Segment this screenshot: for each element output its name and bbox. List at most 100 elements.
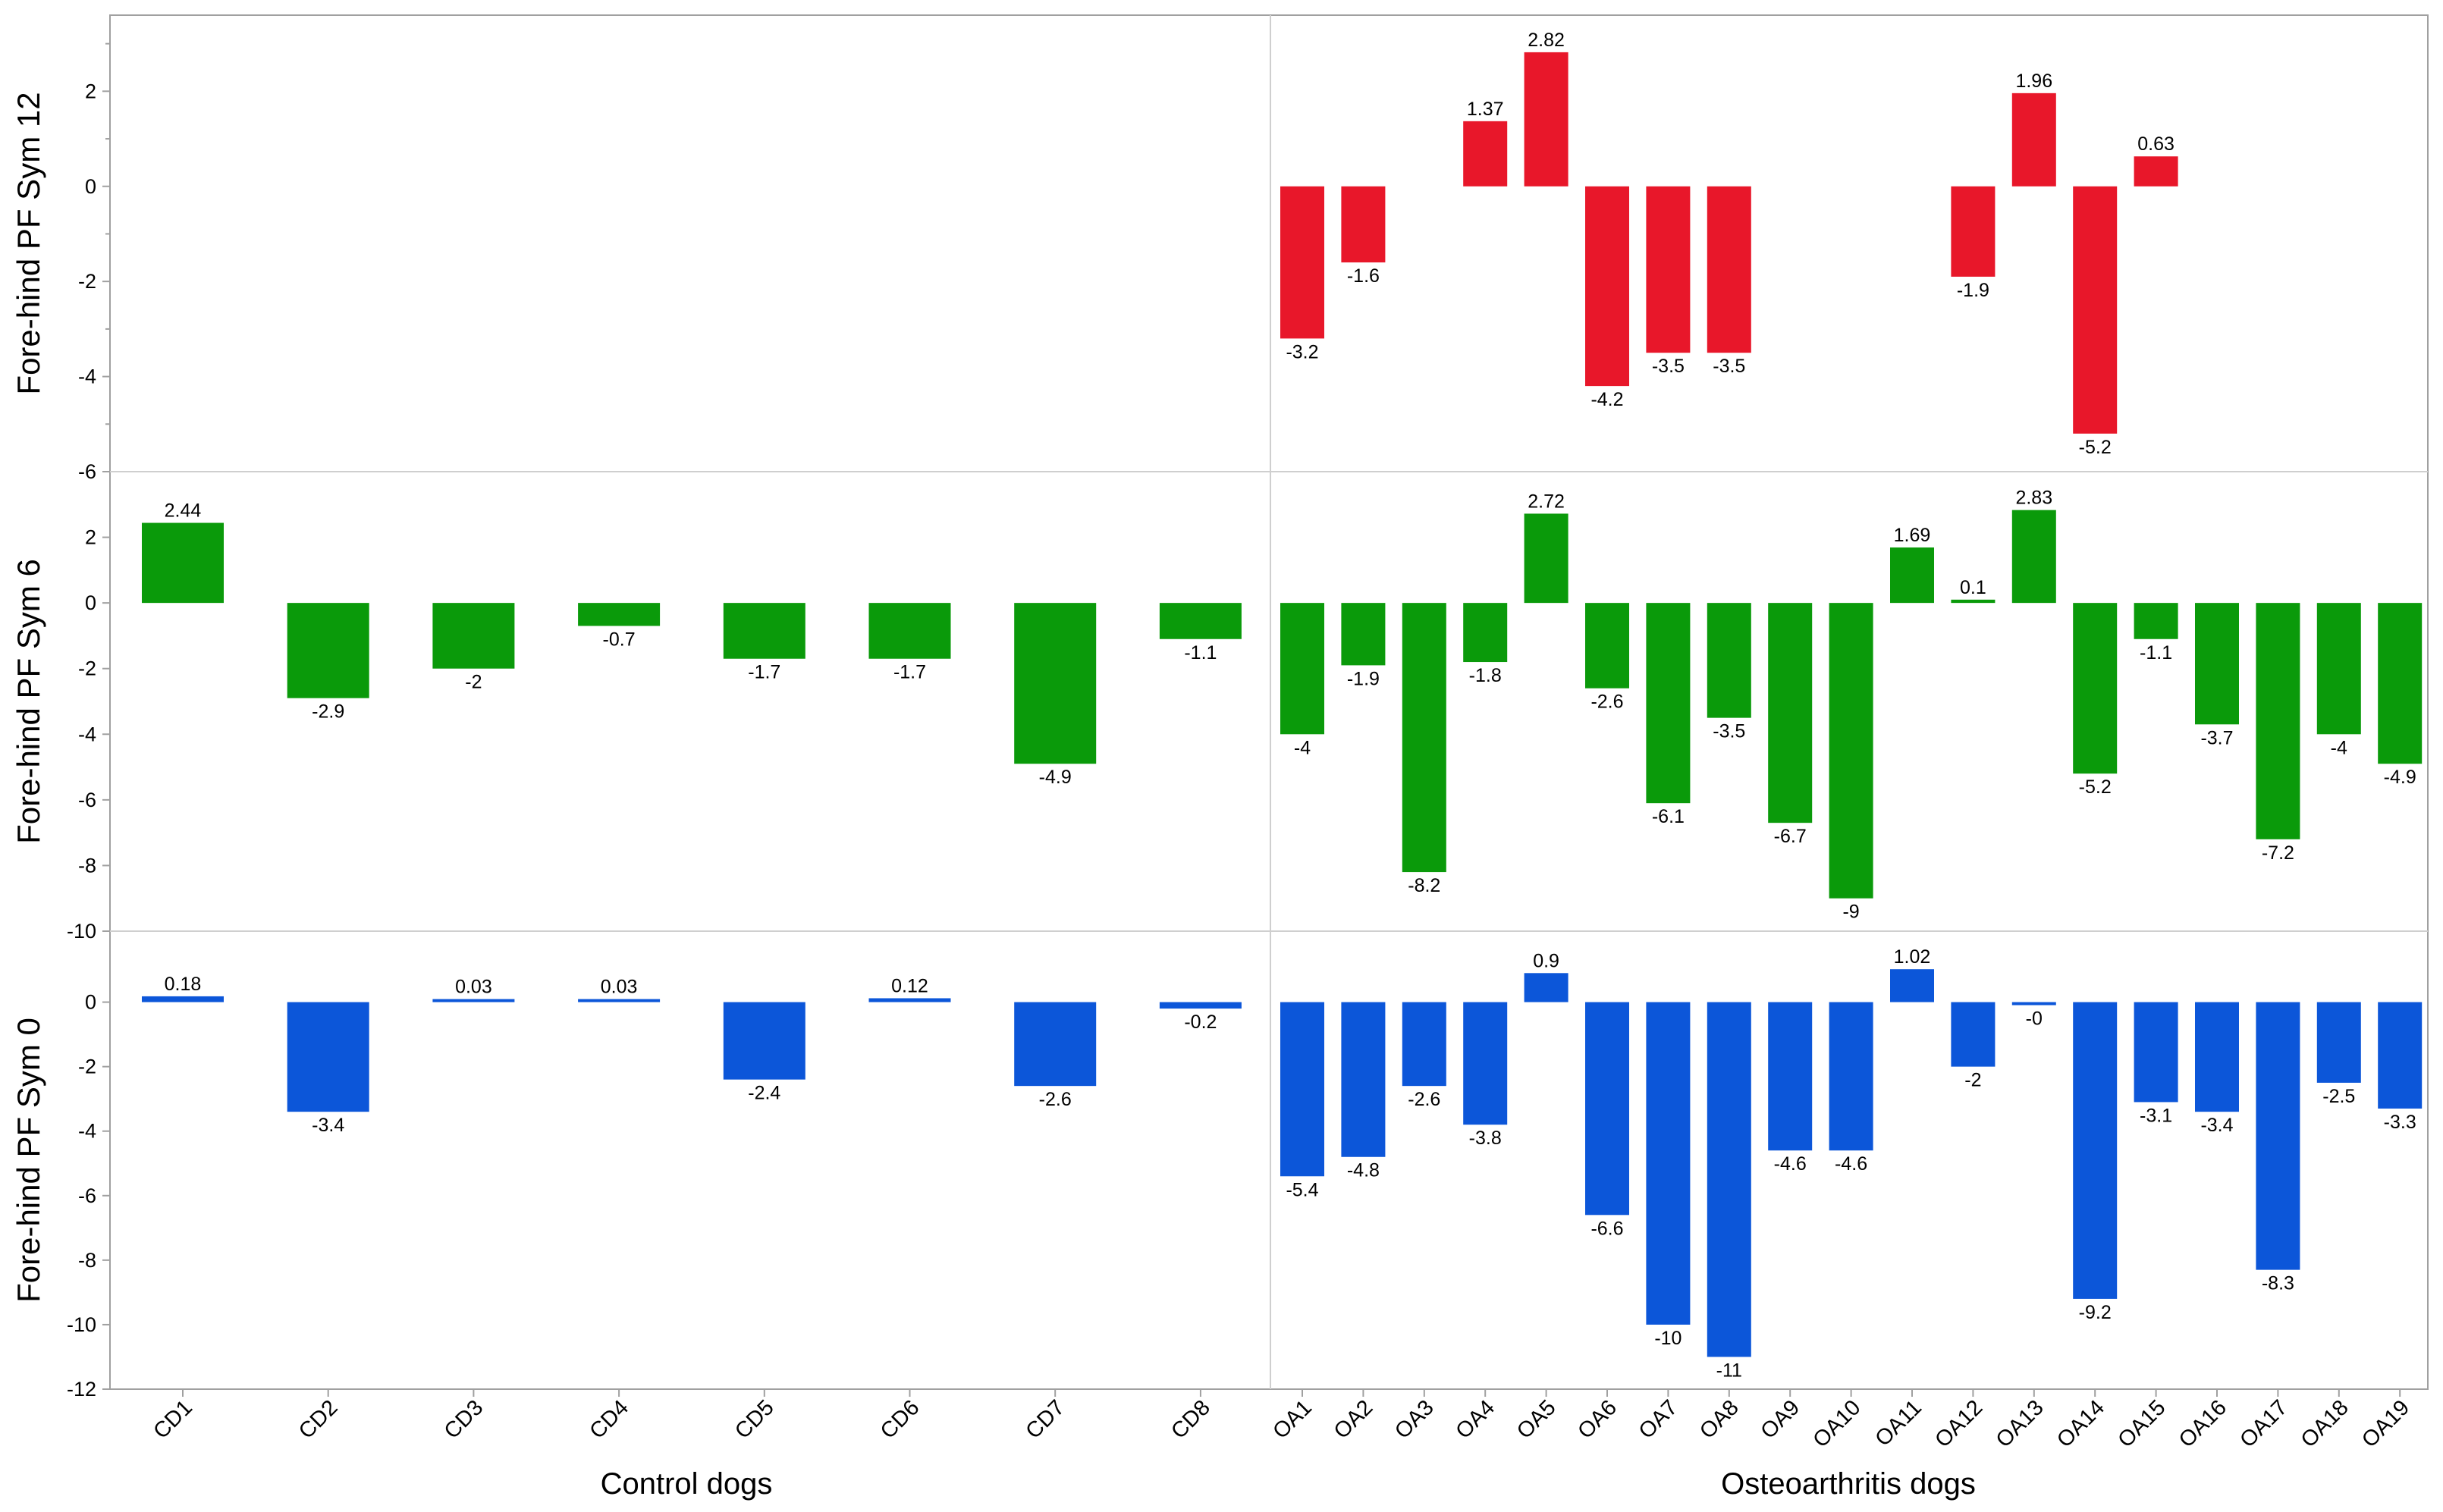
bar-sym12-OA5: [1524, 52, 1568, 187]
y-tick-label: -10: [67, 920, 96, 943]
bar-sym6-CD4: [578, 603, 661, 626]
x-tick-label-OA12: OA12: [1930, 1395, 1987, 1452]
bar-sym0-CD8: [1159, 1002, 1242, 1009]
bar-sym6-OA2: [1341, 603, 1386, 666]
bar-sym6-OA1: [1280, 603, 1324, 735]
x-tick-label-OA3: OA3: [1390, 1395, 1439, 1444]
data-label-sym12-OA4: 1.37: [1467, 99, 1504, 120]
data-label-sym6-OA1: -4: [1294, 737, 1311, 758]
data-label-sym0-OA10: -4.6: [1835, 1153, 1867, 1175]
y-tick-label: -6: [78, 1184, 96, 1207]
data-label-sym6-OA16: -3.7: [2200, 727, 2233, 748]
data-label-sym12-OA2: -1.6: [1347, 265, 1380, 287]
data-label-sym6-CD2: -2.9: [312, 701, 344, 723]
data-label-sym0-OA5: 0.9: [1533, 950, 1559, 971]
data-label-sym12-OA12: -1.9: [1957, 280, 1989, 301]
bar-sym0-CD7: [1014, 1002, 1097, 1087]
plot-frame: [109, 14, 2429, 1390]
y-axis-label-sym0: Fore-hind PF Sym 0: [11, 1018, 46, 1303]
bar-sym0-OA14: [2073, 1002, 2118, 1299]
bar-sym0-OA7: [1646, 1002, 1691, 1325]
bar-sym12-OA14: [2073, 186, 2118, 434]
data-label-sym0-CD1: 0.18: [165, 974, 202, 995]
data-label-sym0-OA14: -9.2: [2079, 1302, 2112, 1323]
bar-sym12-OA15: [2134, 156, 2178, 187]
data-label-sym12-OA1: -3.2: [1286, 341, 1318, 362]
data-label-sym0-CD7: -2.6: [1039, 1089, 1072, 1110]
data-label-sym0-OA7: -10: [1654, 1328, 1682, 1349]
bar-sym6-OA15: [2134, 603, 2178, 639]
data-label-sym0-OA6: -6.6: [1590, 1218, 1623, 1239]
bar-sym12-OA6: [1585, 186, 1629, 387]
y-tick-label: -10: [67, 1313, 96, 1336]
x-tick-label-OA2: OA2: [1330, 1395, 1378, 1444]
x-tick-label-OA5: OA5: [1512, 1395, 1561, 1444]
data-label-sym0-OA2: -4.8: [1347, 1160, 1380, 1181]
x-tick-label-OA13: OA13: [1992, 1395, 2049, 1452]
y-axis-label-sym12: Fore-hind PF Sym 12: [11, 92, 46, 394]
panel-sym12: 2 0 -2 -4 -6 Fore-hind PF Sym 12 -3.2 -1.6 1.37 2…: [11, 30, 2178, 483]
bar-sym0-OA5: [1524, 973, 1568, 1002]
bar-sym0-OA17: [2256, 1002, 2300, 1270]
bar-sym6-OA7: [1646, 603, 1691, 804]
bar-sym12-OA7: [1646, 186, 1691, 353]
x-tick-label-OA8: OA8: [1695, 1395, 1744, 1444]
x-tick-label-CD6: CD6: [876, 1395, 925, 1444]
x-tick-label-OA17: OA17: [2235, 1395, 2292, 1452]
data-label-sym6-OA12: 0.1: [1960, 577, 1986, 598]
x-tick-label-CD8: CD8: [1167, 1395, 1215, 1444]
bar-sym6-OA4: [1463, 603, 1508, 663]
bar-sym6-CD7: [1014, 603, 1097, 764]
bar-sym0-OA3: [1402, 1002, 1446, 1087]
x-tick-label-OA10: OA10: [1808, 1395, 1865, 1452]
data-label-sym6-OA7: -6.1: [1652, 806, 1685, 827]
data-label-sym6-OA13: 2.83: [2015, 488, 2052, 509]
x-tick-label-OA11: OA11: [1870, 1395, 1926, 1451]
data-label-sym6-CD8: -1.1: [1184, 642, 1217, 663]
bar-sym12-OA4: [1463, 121, 1508, 187]
data-label-sym0-OA15: -3.1: [2140, 1105, 2172, 1126]
panel-sym6: -6 2 0 -2 -4 -8 -10 Fore-hind PF Sym 6 2.44 -2.9 -…: [11, 471, 2428, 943]
y-tick-label: -8: [78, 854, 96, 877]
x-group-label-osteoarthritis: Osteoarthritis dogs: [1721, 1467, 1976, 1501]
x-tick-label-OA14: OA14: [2052, 1395, 2109, 1452]
x-tick-label-OA16: OA16: [2175, 1395, 2231, 1452]
y-tick-label: -4: [78, 1120, 96, 1143]
bar-sym6-CD2: [287, 603, 369, 698]
data-label-sym6-CD7: -4.9: [1039, 767, 1072, 788]
bar-sym0-CD3: [432, 999, 515, 1002]
y-tick-label: 0: [85, 175, 96, 198]
x-tick-label-CD2: CD2: [294, 1395, 343, 1444]
data-label-sym6-OA5: 2.72: [1528, 491, 1565, 512]
data-label-sym0-CD2: -3.4: [312, 1115, 344, 1136]
bar-sym0-OA19: [2378, 1002, 2423, 1109]
y-tick-label: 2: [85, 80, 96, 102]
data-label-sym0-OA8: -11: [1716, 1360, 1742, 1381]
data-label-sym6-CD4: -0.7: [603, 629, 636, 650]
bar-sym6-OA13: [2011, 510, 2056, 604]
data-label-sym6-OA17: -7.2: [2262, 842, 2294, 864]
y-tick-label: 2: [85, 526, 96, 549]
x-tick-label-CD1: CD1: [149, 1395, 197, 1444]
bar-sym0-OA6: [1585, 1002, 1629, 1216]
x-tick-label-CD4: CD4: [585, 1395, 633, 1444]
bar-sym6-OA5: [1524, 513, 1568, 604]
data-label-sym6-OA14: -5.2: [2079, 776, 2112, 798]
bar-sym6-OA12: [1951, 599, 1996, 604]
bar-sym0-OA1: [1280, 1002, 1324, 1177]
data-label-sym6-CD1: 2.44: [165, 500, 202, 522]
data-label-sym12-OA8: -3.5: [1713, 356, 1745, 377]
data-label-sym0-OA11: 1.02: [1894, 946, 1931, 968]
data-label-sym0-CD4: 0.03: [601, 977, 638, 998]
data-label-sym6-OA19: -4.9: [2384, 767, 2416, 788]
bar-sym0-OA13: [2011, 1002, 2056, 1005]
data-label-sym0-CD5: -2.4: [748, 1083, 780, 1104]
bar-sym6-OA16: [2195, 603, 2239, 725]
data-label-sym0-OA3: -2.6: [1408, 1089, 1440, 1110]
data-label-sym12-OA13: 1.96: [2015, 71, 2052, 92]
bar-sym6-CD3: [432, 603, 515, 669]
data-label-sym12-OA14: -5.2: [2079, 437, 2112, 458]
data-label-sym0-OA4: -3.8: [1469, 1128, 1502, 1149]
x-tick-label-OA15: OA15: [2113, 1395, 2170, 1452]
bar-sym0-OA8: [1707, 1002, 1751, 1357]
